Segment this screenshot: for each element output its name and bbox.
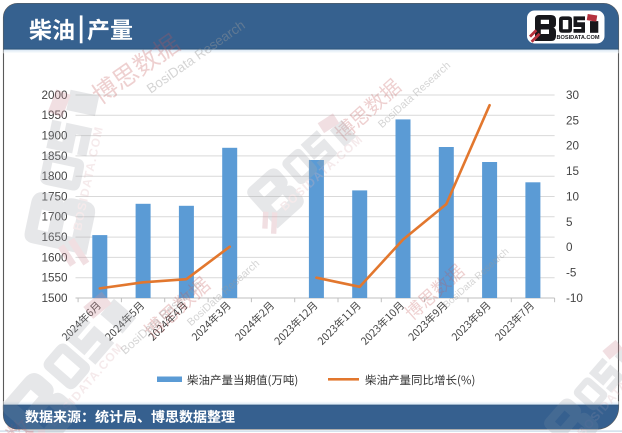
svg-text:BOSIDATA.COM: BOSIDATA.COM [557,35,600,41]
svg-text:1850: 1850 [41,150,68,163]
svg-text:1550: 1550 [41,272,68,285]
svg-text:30: 30 [566,89,580,102]
svg-text:5: 5 [566,216,573,229]
svg-text:15: 15 [566,165,580,178]
svg-text:1800: 1800 [41,170,68,183]
svg-text:1950: 1950 [41,109,68,122]
svg-text:0: 0 [566,241,573,254]
svg-text:1600: 1600 [41,251,68,264]
svg-text:1700: 1700 [41,211,68,224]
svg-text:25: 25 [566,114,580,127]
svg-text:2000: 2000 [41,89,68,102]
svg-text:1900: 1900 [41,130,68,143]
svg-text:1650: 1650 [41,231,68,244]
svg-text:10: 10 [566,190,580,203]
svg-text:-5: -5 [566,267,577,280]
svg-text:-10: -10 [566,292,583,305]
svg-text:1750: 1750 [41,190,68,203]
svg-text:20: 20 [566,140,580,153]
svg-text:1500: 1500 [41,292,68,305]
